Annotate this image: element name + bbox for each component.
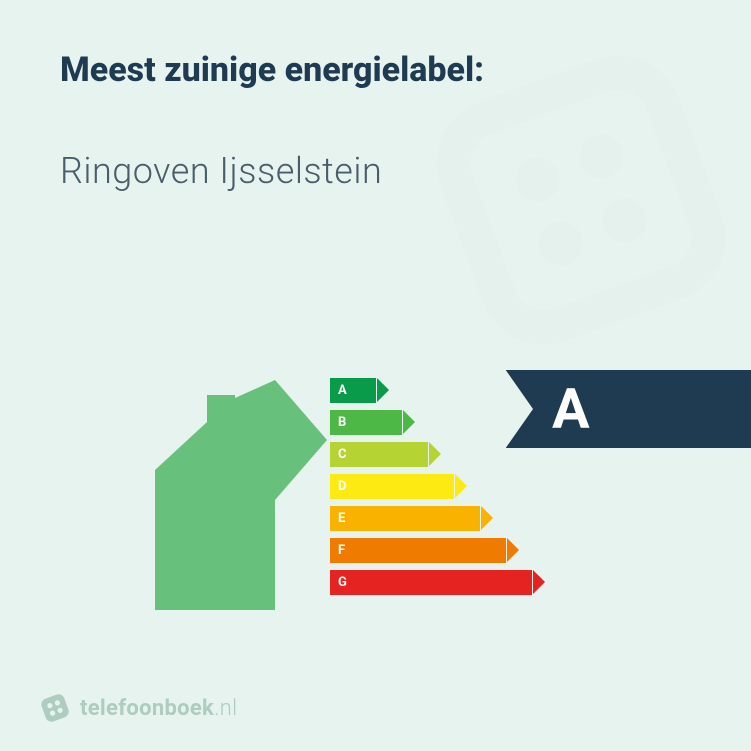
location-subtitle: Ringoven Ijsselstein xyxy=(60,150,382,192)
energy-bar-a: A xyxy=(330,378,532,403)
bar-letter: F xyxy=(338,543,345,558)
bar-letter: A xyxy=(338,383,347,398)
energy-bar-d: D xyxy=(330,474,532,499)
rating-badge: A xyxy=(506,370,751,448)
house-icon xyxy=(155,380,330,614)
energy-bar-g: G xyxy=(330,570,532,595)
footer-brand-name: telefoonboek xyxy=(80,696,214,721)
energy-bar-b: B xyxy=(330,410,532,435)
energy-bars: A B C D E F G xyxy=(330,378,532,595)
footer: telefoonboek.nl xyxy=(40,693,237,723)
bar-letter: D xyxy=(338,479,346,494)
bar-letter: C xyxy=(338,447,347,462)
footer-brand-tld: .nl xyxy=(214,696,237,721)
bar-letter: B xyxy=(338,415,346,430)
footer-logo-icon xyxy=(40,693,70,723)
energy-bar-c: C xyxy=(330,442,532,467)
rating-letter: A xyxy=(552,376,590,442)
page-title: Meest zuinige energielabel: xyxy=(60,50,484,90)
bar-letter: E xyxy=(338,511,345,526)
energy-label-card: Meest zuinige energielabel: Ringoven Ijs… xyxy=(0,0,751,751)
footer-brand: telefoonboek.nl xyxy=(80,696,237,721)
energy-bar-f: F xyxy=(330,538,532,563)
energy-bar-e: E xyxy=(330,506,532,531)
bar-letter: G xyxy=(338,575,347,590)
